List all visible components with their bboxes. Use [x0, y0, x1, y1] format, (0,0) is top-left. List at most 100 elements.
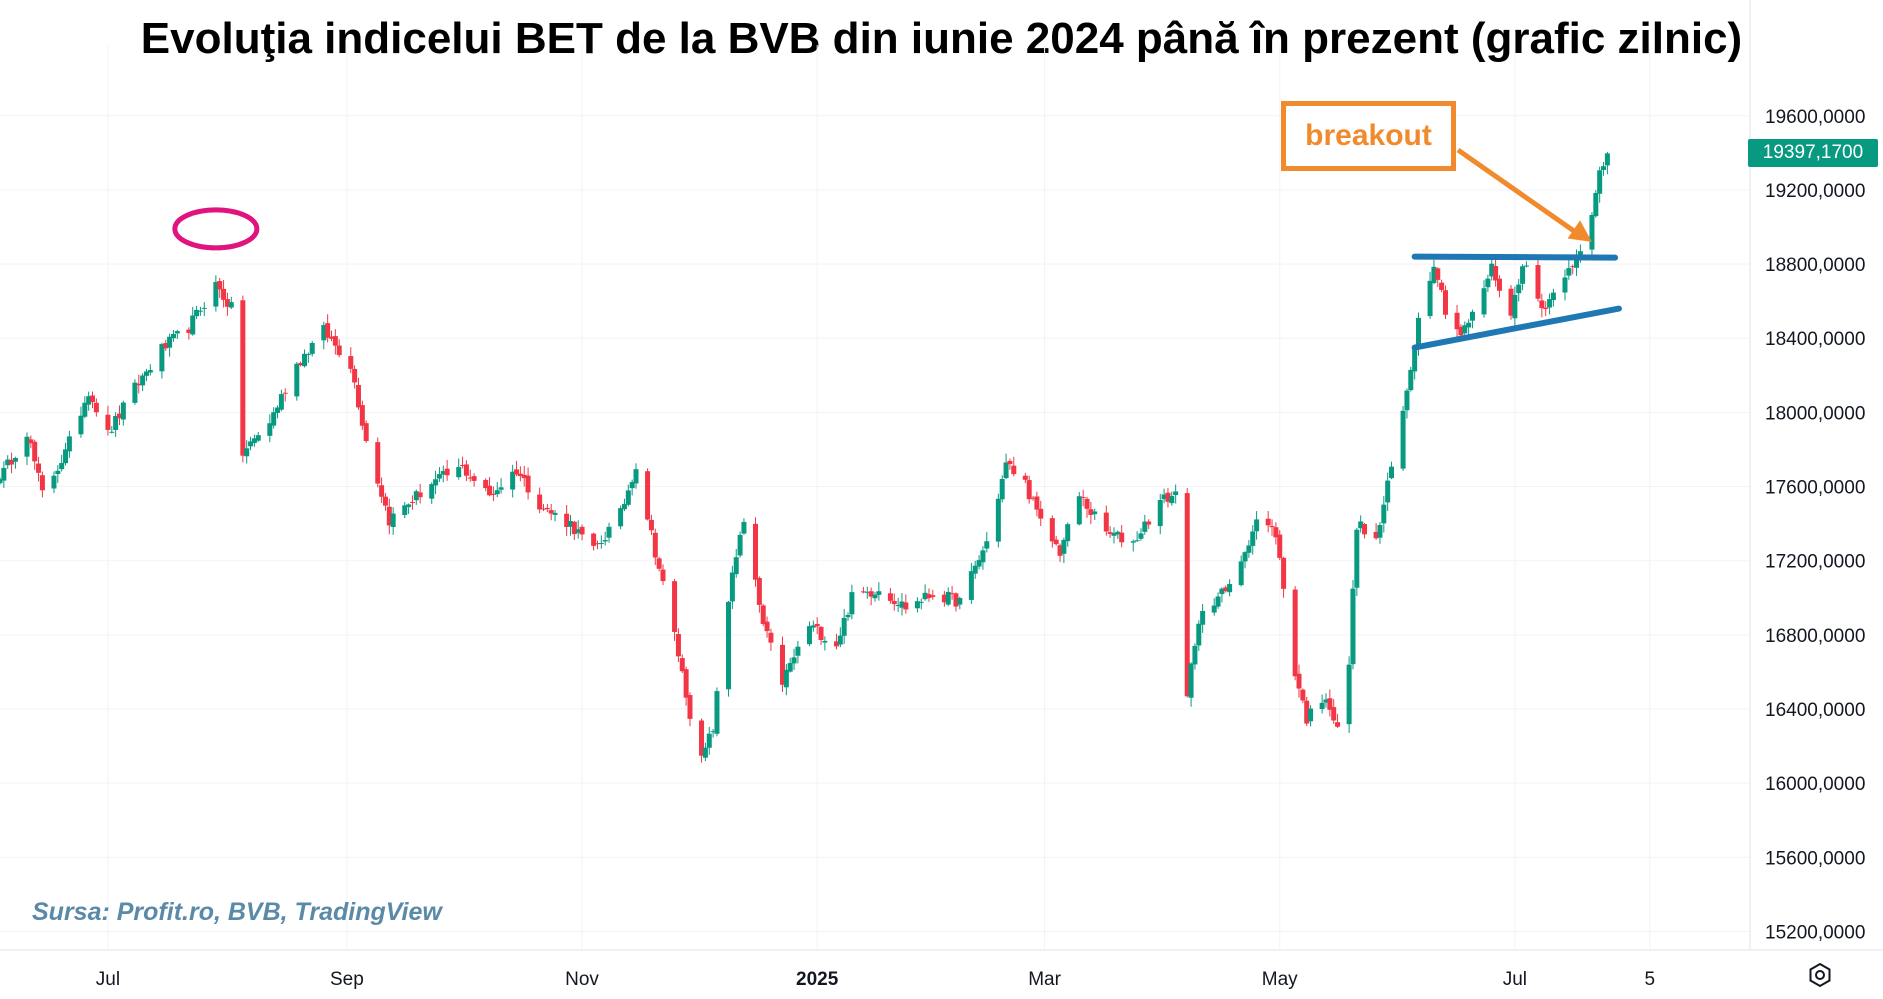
- candle-body: [1323, 699, 1329, 703]
- candle-body: [1103, 512, 1109, 532]
- candle-body: [1080, 497, 1086, 499]
- candle-body: [1493, 266, 1499, 281]
- candle: [267, 414, 273, 443]
- candle: [487, 477, 493, 497]
- candle-body: [1335, 722, 1341, 727]
- candle: [471, 473, 477, 487]
- candle: [136, 374, 142, 394]
- candle-body: [1308, 708, 1314, 722]
- candle-body: [1508, 288, 1514, 316]
- candle: [814, 617, 820, 635]
- candle: [147, 364, 153, 376]
- candle: [294, 361, 300, 401]
- candle: [66, 430, 72, 458]
- candle: [652, 528, 658, 566]
- candle: [552, 510, 558, 522]
- candle-body: [379, 485, 385, 497]
- candle-body: [918, 601, 924, 603]
- candle-body: [460, 465, 466, 467]
- candle-body: [467, 477, 473, 479]
- candle: [379, 477, 385, 504]
- settings-gear-icon[interactable]: [1807, 962, 1833, 988]
- candle: [1431, 259, 1437, 285]
- candle: [845, 612, 851, 621]
- candle-body: [999, 478, 1005, 500]
- candle-body: [521, 474, 527, 479]
- candle: [571, 520, 577, 540]
- candle-body: [321, 325, 327, 341]
- candle: [594, 540, 600, 550]
- candle-body: [1469, 311, 1475, 321]
- candle-body: [278, 394, 284, 410]
- candle-body: [645, 471, 651, 520]
- candle: [498, 478, 504, 494]
- candle-body: [1273, 527, 1279, 538]
- candle-body: [1146, 521, 1152, 525]
- candle: [1254, 511, 1260, 540]
- candle-body: [594, 543, 600, 545]
- candle: [1454, 305, 1460, 339]
- candle-body: [32, 441, 38, 462]
- candle-body: [714, 691, 720, 734]
- y-tick-label: 19200,0000: [1765, 181, 1865, 202]
- candle: [213, 275, 219, 312]
- candle: [63, 442, 69, 466]
- candle: [575, 520, 581, 539]
- candle-body: [1254, 519, 1260, 532]
- candle: [760, 604, 766, 627]
- candle-body: [699, 720, 705, 756]
- candle-body: [498, 487, 504, 490]
- candle-body: [1466, 322, 1472, 328]
- breakout-arrow-head: [1567, 220, 1592, 242]
- candle: [1520, 264, 1526, 291]
- candle-body: [753, 523, 759, 580]
- candle: [132, 379, 138, 405]
- candle-body: [36, 463, 42, 473]
- candle-body: [1539, 300, 1545, 309]
- candle-body: [201, 307, 207, 309]
- candle-body: [1385, 480, 1391, 503]
- candle-body: [1192, 645, 1198, 665]
- candle: [217, 277, 223, 298]
- candle: [328, 330, 334, 342]
- candle-body: [0, 479, 3, 484]
- candle: [355, 377, 361, 410]
- candle: [1049, 515, 1055, 548]
- candle: [1138, 528, 1144, 541]
- candle-body: [1076, 496, 1082, 525]
- x-tick-label: May: [1262, 969, 1298, 990]
- candle-body: [602, 540, 608, 542]
- candle: [1192, 643, 1198, 670]
- candle: [12, 456, 18, 469]
- candle: [1589, 212, 1595, 258]
- candle-body: [1119, 532, 1125, 543]
- candle: [39, 471, 45, 498]
- candle-body: [552, 512, 558, 515]
- candle-body: [298, 363, 304, 366]
- y-tick-label: 18000,0000: [1765, 403, 1865, 424]
- time-axis[interactable]: Jul Sep Nov 2025 Mar May Jul 5: [96, 969, 1655, 990]
- candle-body: [687, 695, 693, 719]
- candle: [1196, 620, 1202, 651]
- candle-body: [876, 591, 882, 595]
- candle: [833, 633, 839, 650]
- candle: [1219, 587, 1225, 603]
- candle-body: [656, 558, 662, 569]
- candle-body: [440, 471, 446, 475]
- candle: [733, 548, 739, 578]
- candle: [1435, 267, 1441, 287]
- candle: [591, 532, 597, 551]
- candle: [467, 469, 473, 482]
- candle-body: [1400, 410, 1406, 469]
- candle-body: [1520, 266, 1526, 284]
- candle: [363, 420, 369, 443]
- price-axis[interactable]: 19600,0000 19200,0000 18800,0000 18400,0000…: [1765, 107, 1865, 944]
- candle-body: [494, 490, 500, 495]
- candle-body: [1049, 518, 1055, 542]
- candle: [163, 339, 169, 351]
- y-tick-label: 17600,0000: [1765, 478, 1865, 499]
- candle: [926, 588, 932, 602]
- candle: [980, 546, 986, 570]
- candle: [675, 628, 681, 663]
